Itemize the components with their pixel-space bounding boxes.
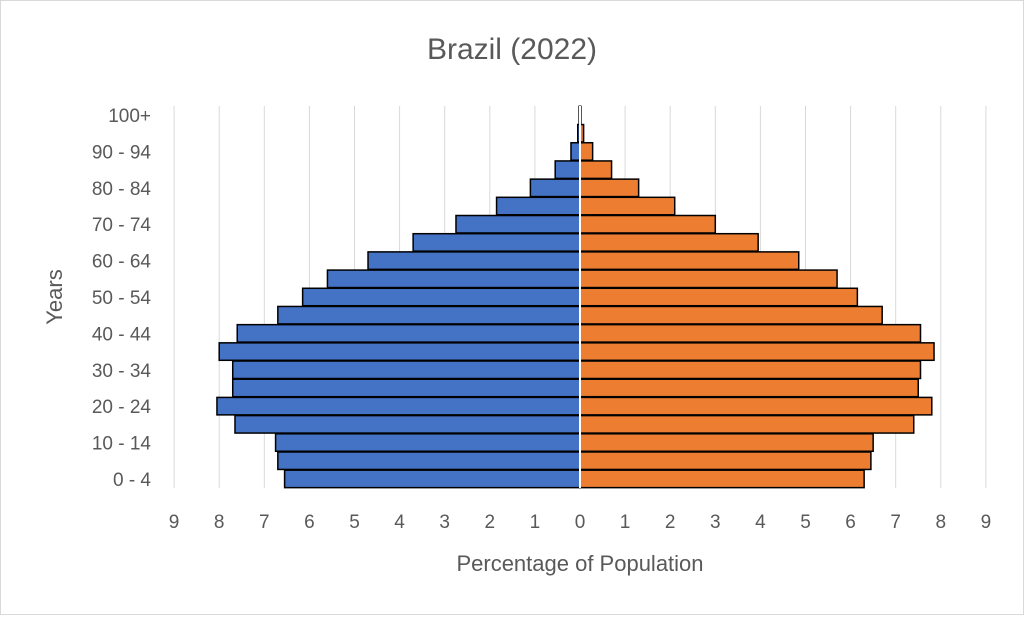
x-tick-label: 1 xyxy=(620,512,631,533)
series-left-bars xyxy=(216,105,581,489)
bar-right-11 xyxy=(579,269,838,289)
y-axis-label: Years xyxy=(42,269,67,324)
x-tick-label: 4 xyxy=(755,512,766,533)
bar-left-9 xyxy=(277,305,581,325)
x-tick-label: 4 xyxy=(394,512,405,533)
x-tick-label: 9 xyxy=(981,512,992,533)
bar-right-14 xyxy=(579,214,717,234)
bar-left-10 xyxy=(301,287,581,307)
bar-left-4 xyxy=(216,396,581,416)
bar-right-10 xyxy=(579,287,859,307)
chart-title: Brazil (2022) xyxy=(427,33,597,66)
bar-left-3 xyxy=(234,414,581,434)
x-tick-label: 9 xyxy=(169,512,180,533)
bar-left-7 xyxy=(218,342,581,362)
bar-right-0 xyxy=(579,469,865,489)
bar-left-14 xyxy=(455,214,581,234)
y-tick-label: 100+ xyxy=(108,106,151,127)
bar-left-17 xyxy=(554,160,581,180)
y-tick-label: 60 - 64 xyxy=(92,252,152,273)
bar-right-4 xyxy=(579,396,933,416)
y-tick-label: 80 - 84 xyxy=(92,179,152,200)
bar-right-17 xyxy=(579,160,613,180)
y-axis-ticks: 0 - 4 10 - 14 20 - 24 30 - 34 40 - 44 50 - 54… xyxy=(92,106,152,491)
bar-left-8 xyxy=(236,323,581,343)
x-axis-label: Percentage of Population xyxy=(456,551,703,576)
y-tick-label: 90 - 94 xyxy=(92,142,152,163)
bar-right-1 xyxy=(579,451,872,471)
bar-right-13 xyxy=(579,232,759,252)
bar-right-9 xyxy=(579,305,883,325)
x-tick-label: 3 xyxy=(710,512,721,533)
bar-left-15 xyxy=(495,196,581,216)
y-tick-label: 10 - 14 xyxy=(92,434,152,455)
x-tick-label: 8 xyxy=(936,512,947,533)
x-tick-label: 5 xyxy=(800,512,811,533)
bar-right-16 xyxy=(579,178,640,198)
bar-right-6 xyxy=(579,360,922,380)
bar-left-6 xyxy=(231,360,581,380)
y-tick-label: 50 - 54 xyxy=(92,288,152,309)
x-tick-label: 8 xyxy=(214,512,225,533)
x-tick-label: 5 xyxy=(349,512,360,533)
x-tick-label: 2 xyxy=(665,512,676,533)
bar-left-5 xyxy=(231,378,581,398)
bar-left-12 xyxy=(367,251,581,271)
x-tick-label: 0 xyxy=(575,512,586,533)
bar-right-5 xyxy=(579,378,919,398)
bar-left-1 xyxy=(277,451,581,471)
x-tick-label: 1 xyxy=(530,512,541,533)
bar-right-15 xyxy=(579,196,676,216)
x-tick-label: 6 xyxy=(845,512,856,533)
x-tick-label: 7 xyxy=(890,512,901,533)
x-axis-ticks: 9 8 7 6 5 4 3 2 1 0 1 2 3 4 5 6 7 8 9 xyxy=(169,512,991,533)
y-tick-label: 70 - 74 xyxy=(92,215,152,236)
bar-right-12 xyxy=(579,251,800,271)
bar-left-0 xyxy=(283,469,581,489)
bar-left-2 xyxy=(274,433,581,453)
y-tick-label: 20 - 24 xyxy=(92,397,152,418)
x-tick-label: 3 xyxy=(439,512,450,533)
bar-left-13 xyxy=(412,232,581,252)
bar-right-18 xyxy=(579,141,594,161)
bar-right-2 xyxy=(579,433,874,453)
bar-right-3 xyxy=(579,414,915,434)
x-tick-label: 6 xyxy=(304,512,315,533)
bar-left-18 xyxy=(570,141,581,161)
y-tick-label: 30 - 34 xyxy=(92,361,152,382)
bar-right-8 xyxy=(579,323,922,343)
y-tick-label: 0 - 4 xyxy=(113,470,151,491)
bar-left-11 xyxy=(326,269,581,289)
series-right-bars xyxy=(579,105,935,489)
bar-left-16 xyxy=(529,178,581,198)
bar-right-7 xyxy=(579,342,935,362)
y-tick-label: 40 - 44 xyxy=(92,324,152,345)
x-tick-label: 2 xyxy=(485,512,496,533)
x-tick-label: 7 xyxy=(259,512,270,533)
